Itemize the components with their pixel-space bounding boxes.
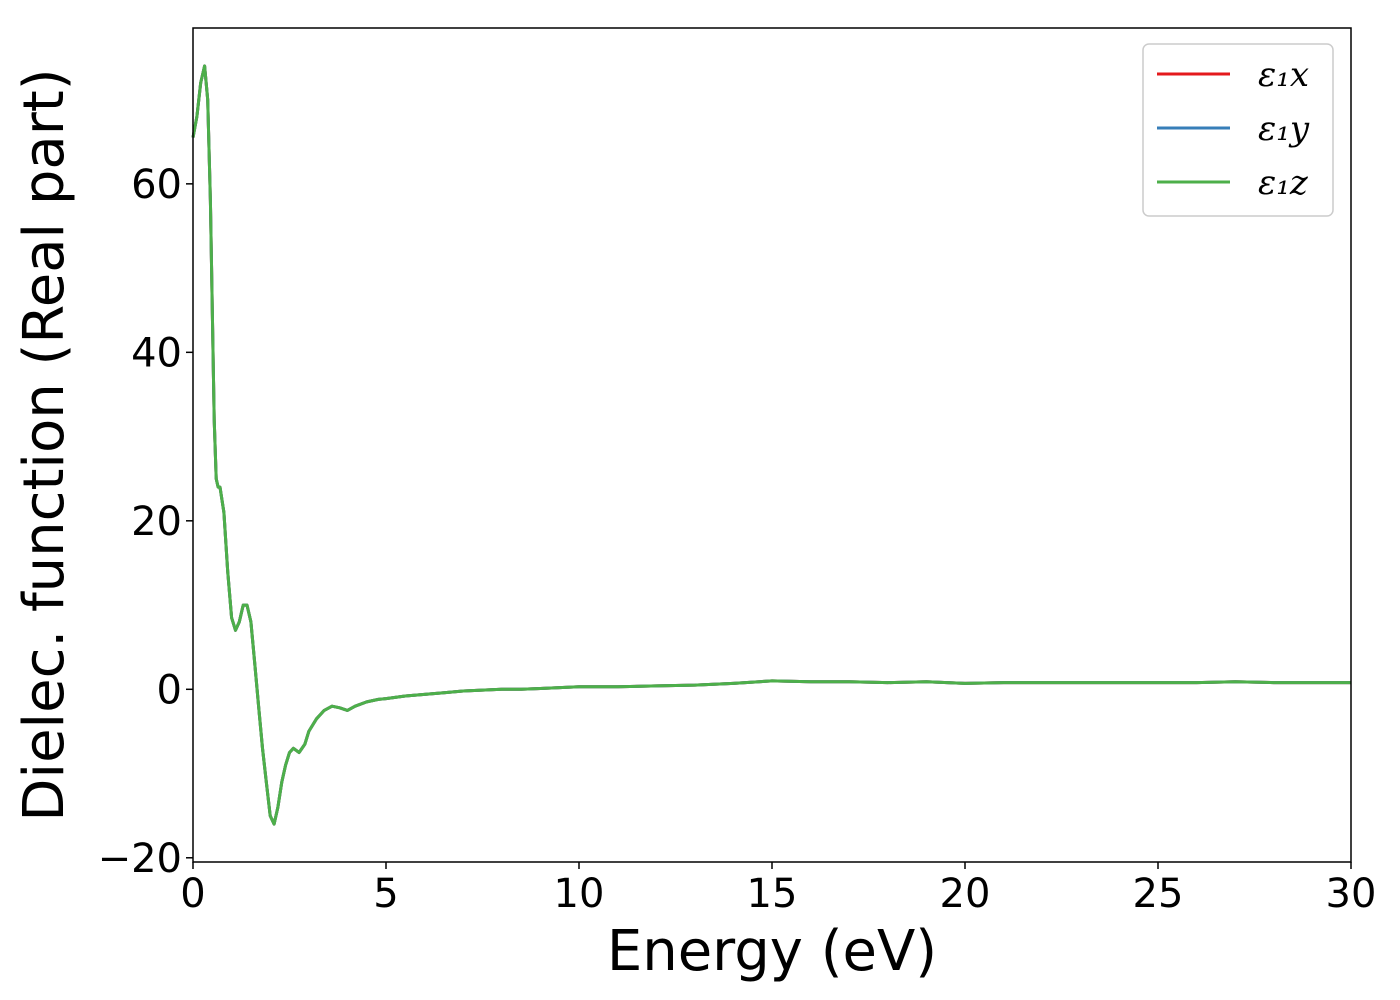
legend-label: ε₁y [1258, 109, 1310, 149]
series-line-3 [191, 64, 1351, 826]
x-axis-title: Energy (eV) [607, 919, 937, 984]
x-tick-label: 5 [373, 871, 398, 917]
legend-label: ε₁z [1258, 163, 1309, 203]
x-tick-label: 15 [747, 871, 798, 917]
x-tick-label: 10 [554, 871, 605, 917]
y-tick-label: 40 [131, 330, 182, 376]
x-tick-label: 25 [1133, 871, 1184, 917]
y-tick-label: 0 [157, 667, 182, 713]
y-tick-label: 60 [131, 162, 182, 208]
x-tick-label: 0 [180, 871, 205, 917]
y-tick-label: 20 [131, 499, 182, 545]
legend-frame [1142, 43, 1334, 217]
x-tick-label: 20 [940, 871, 991, 917]
x-axis: 0 5 10 15 20 25 30 [180, 862, 1376, 917]
legend: ε₁x ε₁y ε₁z [1142, 43, 1334, 217]
series-layer [191, 64, 1351, 826]
x-tick-label: 30 [1326, 871, 1377, 917]
y-tick-label: −20 [98, 836, 182, 882]
y-axis-title: Dielec. function (Real part) [12, 68, 77, 821]
legend-label: ε₁x [1258, 55, 1309, 95]
y-axis: −20 0 20 40 60 [98, 162, 193, 882]
